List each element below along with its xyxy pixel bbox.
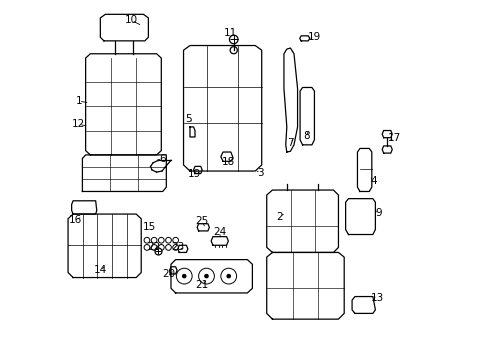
Text: 19: 19: [187, 168, 201, 179]
Text: 25: 25: [195, 216, 208, 226]
Text: 20: 20: [163, 269, 175, 279]
Circle shape: [226, 274, 230, 278]
Text: 18: 18: [221, 157, 235, 167]
Polygon shape: [68, 214, 141, 278]
Text: 11: 11: [223, 28, 236, 38]
Polygon shape: [171, 260, 252, 293]
Text: 16: 16: [68, 215, 81, 225]
Polygon shape: [82, 155, 166, 192]
Text: 8: 8: [302, 131, 309, 141]
Text: 4: 4: [369, 176, 376, 186]
Text: 13: 13: [370, 293, 384, 303]
Text: 24: 24: [213, 227, 226, 237]
Text: 6: 6: [159, 154, 166, 164]
Polygon shape: [266, 190, 338, 252]
Text: 5: 5: [185, 114, 192, 124]
Text: 23: 23: [171, 242, 184, 252]
Text: 9: 9: [375, 208, 382, 218]
Text: 1: 1: [75, 96, 82, 106]
Circle shape: [182, 274, 185, 278]
Text: 19: 19: [307, 32, 321, 41]
Text: 17: 17: [387, 133, 400, 143]
Text: 7: 7: [286, 139, 293, 148]
Text: 10: 10: [125, 15, 138, 26]
Text: 2: 2: [276, 212, 283, 221]
Polygon shape: [183, 45, 261, 171]
Polygon shape: [266, 252, 344, 319]
Text: 21: 21: [195, 280, 208, 290]
Text: 15: 15: [142, 222, 156, 232]
Circle shape: [204, 274, 208, 278]
Text: 12: 12: [72, 120, 85, 129]
Text: 22: 22: [147, 242, 161, 252]
Polygon shape: [100, 14, 148, 41]
Polygon shape: [85, 54, 161, 155]
Text: 14: 14: [94, 265, 107, 275]
Text: 3: 3: [257, 168, 264, 178]
